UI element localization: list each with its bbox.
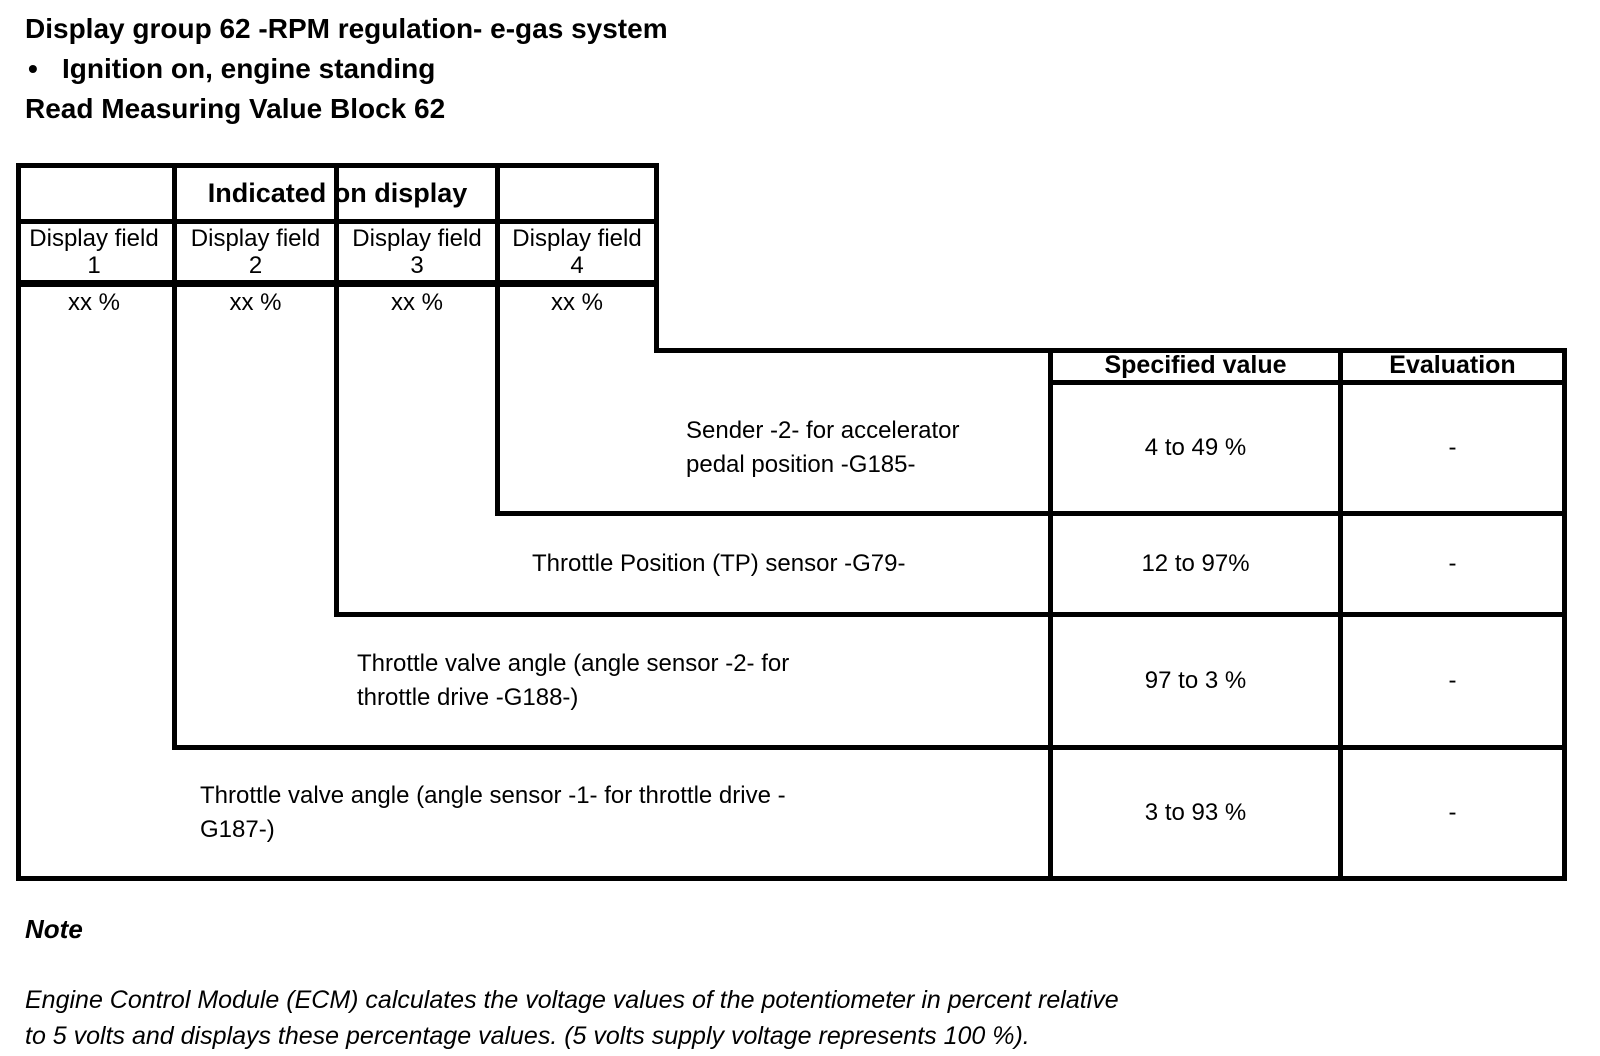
table-border-row3-bottom (172, 745, 1567, 750)
indicated-on-display-header: Indicated on display (207, 178, 468, 208)
row2-description: Throttle Position (TP) sensor -G79- (532, 516, 905, 612)
display-field-1-value: xx % (67, 289, 120, 316)
row3-description-line2: throttle drive -G188-) (357, 684, 579, 711)
table-border-row1-bottom (495, 511, 1567, 516)
row1-description-line2: pedal position -G185- (686, 451, 916, 478)
page-title: Display group 62 -RPM regulation- e-gas … (25, 13, 668, 44)
display-field-2-value: xx % (229, 289, 282, 316)
row2-evaluation-value: - (1448, 550, 1457, 577)
table-border-col3-col4 (495, 163, 500, 516)
table-border-top (16, 163, 659, 168)
row3-description: Throttle valve angle (angle sensor -2- f… (357, 617, 789, 745)
row4-description: Throttle valve angle (angle sensor -1- f… (200, 750, 786, 876)
table-border-col4-right (654, 163, 659, 353)
display-field-2-number: 2 (248, 252, 263, 279)
display-field-2-header: Display field 2 (177, 225, 334, 279)
display-field-1-number: 1 (87, 252, 101, 279)
display-field-3-label: Display field (352, 225, 482, 252)
table-border-left (16, 163, 21, 881)
note-body: Engine Control Module (ECM) calculates t… (25, 982, 1225, 1054)
display-field-1-label: Display field (29, 225, 159, 252)
table-border-under-column-headers (1048, 380, 1567, 385)
row4-evaluation-value: - (1448, 799, 1457, 826)
row2-description-line1: Throttle Position (TP) sensor -G79- (532, 550, 906, 577)
table-border-bottom (16, 876, 1567, 881)
row3-evaluation-value: - (1448, 667, 1457, 694)
display-field-4-number: 4 (570, 252, 584, 279)
table-border-under-field-headers (16, 280, 659, 287)
table-border-under-indicated (16, 219, 659, 224)
specified-value-column-header: Specified value (1104, 351, 1287, 379)
row1-specified-value: 4 to 49 % (1144, 434, 1247, 461)
table-border-col2-col3 (334, 163, 339, 617)
row1-description-line1: Sender -2- for accelerator (686, 417, 960, 444)
display-field-4-label: Display field (512, 225, 642, 252)
row3-description-line1: Throttle valve angle (angle sensor -2- f… (357, 650, 790, 677)
bullet-item: • Ignition on, engine standing (28, 52, 435, 86)
note-body-line2: to 5 volts and displays these percentage… (25, 1022, 1030, 1050)
note-heading: Note (25, 914, 83, 944)
row2-specified-value: 12 to 97% (1141, 550, 1250, 577)
bullet-marker: • (28, 53, 38, 84)
display-field-4-value: xx % (550, 289, 603, 316)
table-border-row2-bottom (334, 612, 1567, 617)
row4-description-line2: G187-) (200, 816, 275, 843)
display-field-4-header: Display field 4 (500, 225, 654, 279)
bullet-item-text: Ignition on, engine standing (62, 53, 436, 84)
row1-evaluation-value: - (1448, 434, 1457, 461)
evaluation-column-header: Evaluation (1389, 351, 1516, 379)
row1-description: Sender -2- for accelerator pedal positio… (686, 385, 959, 511)
note-body-line1: Engine Control Module (ECM) calculates t… (25, 986, 1119, 1014)
display-field-2-label: Display field (190, 225, 321, 252)
row3-specified-value: 97 to 3 % (1144, 667, 1247, 694)
table-border-step-row1-top (654, 348, 1567, 353)
display-field-3-value: xx % (390, 289, 443, 316)
row4-description-line1: Throttle valve angle (angle sensor -1- f… (200, 782, 786, 809)
display-field-3-header: Display field 3 (339, 225, 495, 279)
display-field-3-number: 3 (410, 252, 424, 279)
display-field-1-header: Display field 1 (16, 225, 172, 279)
row4-specified-value: 3 to 93 % (1144, 799, 1247, 826)
page-subtitle: Read Measuring Value Block 62 (25, 93, 446, 124)
table-border-col1-col2 (172, 163, 177, 750)
